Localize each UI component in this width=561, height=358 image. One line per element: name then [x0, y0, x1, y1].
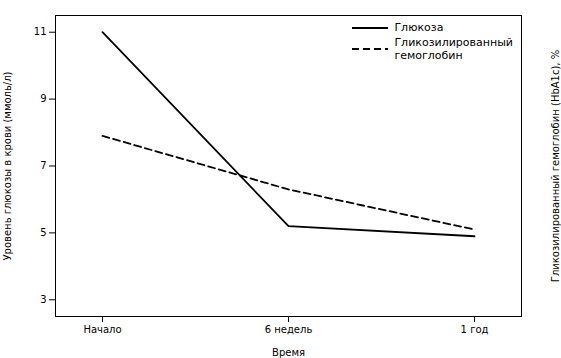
svg-text:Начало: Начало — [83, 324, 121, 335]
svg-text:5: 5 — [40, 227, 46, 238]
svg-text:Время: Время — [272, 347, 305, 358]
svg-text:1 год: 1 год — [461, 324, 489, 335]
svg-text:6 недель: 6 недель — [265, 324, 313, 335]
svg-text:7: 7 — [40, 160, 46, 171]
svg-text:Уровень глюкозы в крови (ммоль: Уровень глюкозы в крови (ммоль/л) — [2, 71, 13, 260]
html-text:Глюкоза: Глюкоза — [394, 21, 444, 34]
svg-text:3: 3 — [40, 294, 46, 305]
svg-text:9: 9 — [40, 93, 46, 104]
html-text:Гликозилированный гемоглобин: Гликозилированный гемоглобин — [394, 36, 513, 63]
svg-text:11: 11 — [34, 26, 47, 37]
svg-text:Гликозилированный гемоглобин (: Гликозилированный гемоглобин (HbA1c), % — [550, 50, 561, 282]
